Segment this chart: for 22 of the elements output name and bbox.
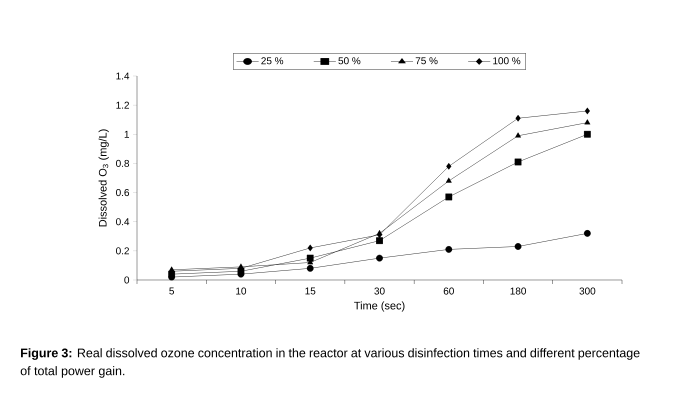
x-tick-label: 180 <box>510 288 526 295</box>
x-tick-label: 5 <box>169 288 174 294</box>
y-axis-title: Dissolved O$_{3}$ (mg/L) <box>98 129 109 226</box>
y-tick-label: 0.6 <box>116 189 130 196</box>
x-tick-label: 15 <box>305 288 316 294</box>
y-tick-label: 0.4 <box>116 218 130 226</box>
x-tick-label: 30 <box>374 288 385 295</box>
y-tick-label: 1.2 <box>116 102 129 109</box>
text: Figure 3: Real dissolved ozone concentration in the reactor at various disinfection times and different percentage of total power gain. <box>20 348 640 378</box>
legend-label: 50 % <box>338 57 360 64</box>
legend-label: 75 % <box>416 57 438 64</box>
x-tick-label: 60 <box>444 288 454 295</box>
legend-label: 100 % <box>493 57 520 64</box>
x-tick-label: 10 <box>236 288 246 295</box>
y-tick-label: 1.4 <box>116 72 130 80</box>
x-axis-title: Time (sec) <box>354 301 404 312</box>
y-tick-label: 1 <box>124 130 130 138</box>
y-tick-label: 0 <box>124 276 130 284</box>
y-tick-label: 0.2 <box>116 247 129 254</box>
legend-label: 25 % <box>261 57 284 64</box>
y-tick-label: 0.8 <box>116 160 130 167</box>
x-tick-label: 300 <box>579 288 596 295</box>
